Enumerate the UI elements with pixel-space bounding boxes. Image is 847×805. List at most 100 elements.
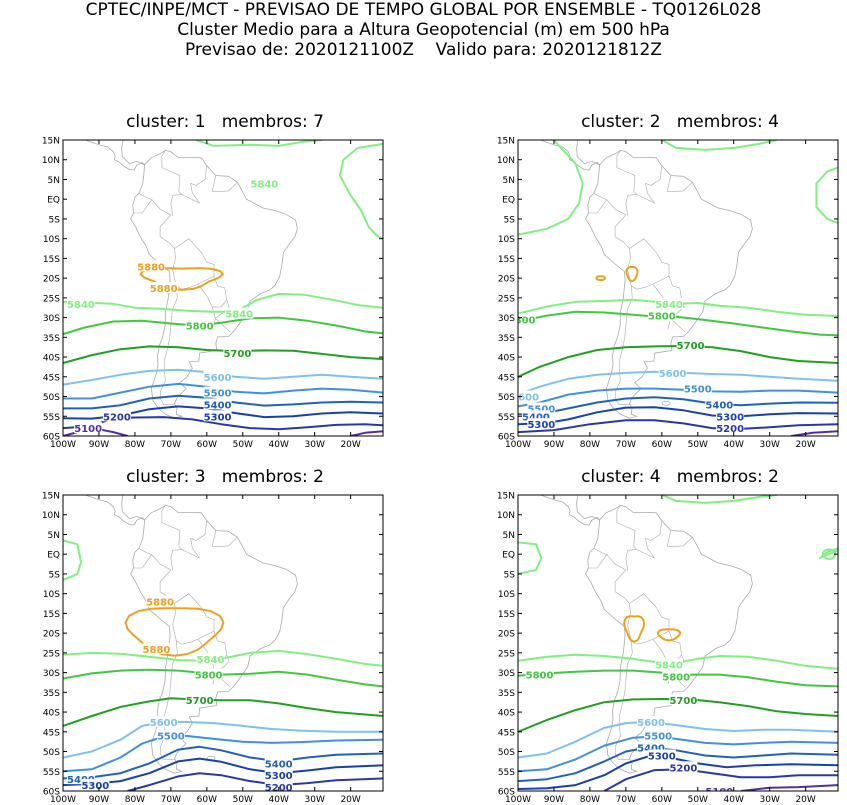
- contour-label-bg: [74, 422, 103, 434]
- country-border: [614, 285, 633, 405]
- lat-tick-label: 10N: [42, 511, 60, 521]
- contour-label-bg: [149, 715, 178, 727]
- contour-label: 5700: [669, 696, 697, 707]
- central-america-outline: [576, 495, 600, 521]
- contour-label-bg: [196, 652, 225, 664]
- lon-tick-label: 80W: [125, 440, 145, 450]
- lon-tick-label: 80W: [580, 795, 600, 805]
- country-border: [181, 520, 208, 559]
- contour-label: 5840: [225, 310, 253, 321]
- contour-label-bg: [655, 297, 684, 309]
- contour-label: 5840: [196, 655, 224, 666]
- lon-tick-label: 20W: [795, 795, 815, 805]
- contour-label: 5600: [204, 373, 232, 384]
- contour-label: 5500: [527, 404, 555, 415]
- panel-3-title: cluster: 3 membros: 2: [126, 467, 324, 487]
- contour-label-bg: [662, 670, 691, 682]
- contour-label-bg: [647, 749, 676, 761]
- lon-tick-label: 50W: [688, 440, 708, 450]
- contour-label-bg: [716, 410, 745, 422]
- contour-label-bg: [705, 785, 734, 791]
- lon-tick-label: 100W: [505, 795, 531, 805]
- contour-label: 5200: [669, 763, 697, 774]
- contour-5600: [63, 720, 383, 759]
- contour-label: 5300: [648, 751, 676, 762]
- central-america-outline: [84, 495, 145, 526]
- contour-5400: [518, 396, 838, 416]
- country-border: [181, 165, 208, 204]
- lat-tick-label: 5S: [49, 570, 61, 580]
- contour-label: 5800: [508, 316, 536, 327]
- contour-5400: [63, 745, 383, 780]
- contour-label-bg: [518, 390, 540, 402]
- header-title-line2: Cluster Medio para a Altura Geopotencial…: [177, 20, 670, 40]
- lon-tick-label: 80W: [125, 795, 145, 805]
- contour-label: 5880: [143, 645, 171, 656]
- lat-tick-label: 35S: [43, 334, 60, 344]
- lat-tick-label: 15S: [498, 255, 515, 265]
- country-border: [133, 193, 153, 214]
- contour-label-bg: [194, 668, 223, 680]
- contour-5800: [63, 316, 383, 336]
- contour-5840: [518, 140, 584, 236]
- lon-tick-label: 90W: [89, 795, 109, 805]
- central-america-outline: [576, 140, 600, 166]
- lat-tick-label: 45S: [498, 728, 515, 738]
- lat-tick-label: 10S: [43, 235, 60, 245]
- lat-tick-label: 5N: [48, 531, 60, 541]
- lon-tick-label: 30W: [760, 795, 780, 805]
- map-frame: [517, 494, 839, 792]
- lat-tick-label: EQ: [502, 551, 515, 561]
- lat-tick-label: 25S: [498, 649, 515, 659]
- lat-tick-label: 10S: [43, 590, 60, 600]
- map-plot-area: 5840 5880 5880 5840 5840 5800 5700 5600 55005400…: [63, 140, 383, 436]
- map-frame: [62, 139, 384, 437]
- contour-5200: [127, 772, 383, 791]
- contour-label-bg: [142, 642, 171, 654]
- contour-label-bg: [149, 282, 178, 293]
- contour-5200: [518, 419, 838, 434]
- country-border: [133, 548, 153, 569]
- country-border: [161, 150, 183, 216]
- lat-tick-label: 15N: [497, 137, 515, 147]
- contour-label-bg: [527, 402, 556, 414]
- contour-label-bg: [225, 307, 254, 319]
- contour-5880: [625, 266, 639, 283]
- lat-tick-label: 10N: [42, 156, 60, 166]
- contour-label: 5800: [662, 673, 690, 684]
- contour-5300: [518, 406, 838, 426]
- contour-label: 5400: [265, 759, 293, 770]
- contour-label-bg: [223, 347, 252, 359]
- lat-tick-label: 10N: [497, 156, 515, 166]
- contour-label-bg: [669, 761, 698, 773]
- country-border: [151, 199, 176, 271]
- lat-tick-label: 15N: [42, 137, 60, 147]
- continent-outline: [130, 149, 298, 419]
- contour-label-bg: [185, 319, 214, 331]
- lat-tick-label: 60S: [43, 788, 60, 798]
- contour-label-bg: [521, 410, 550, 422]
- lat-tick-label: 60S: [498, 433, 515, 443]
- contour-5840: [815, 166, 838, 224]
- lat-tick-label: 50S: [498, 748, 515, 758]
- country-border: [614, 640, 633, 760]
- lat-tick-label: 40S: [43, 709, 60, 719]
- contour-label-bg: [644, 729, 673, 741]
- contour-5700: [63, 345, 383, 364]
- contour-label-bg: [525, 668, 554, 680]
- lat-tick-label: 20S: [43, 275, 60, 285]
- lon-tick-label: 20W: [340, 440, 360, 450]
- country-border: [588, 548, 608, 569]
- contour-5880: [656, 628, 682, 642]
- contour-5840: [518, 541, 543, 575]
- lon-tick-label: 60W: [197, 795, 217, 805]
- continent-outline: [130, 504, 298, 774]
- lat-tick-label: 40S: [498, 709, 515, 719]
- contour-label-bg: [716, 422, 745, 434]
- lat-tick-label: 10S: [498, 590, 515, 600]
- contour-5100: [350, 430, 383, 436]
- contour-label: 5400: [705, 400, 733, 411]
- contour-5100: [791, 430, 838, 436]
